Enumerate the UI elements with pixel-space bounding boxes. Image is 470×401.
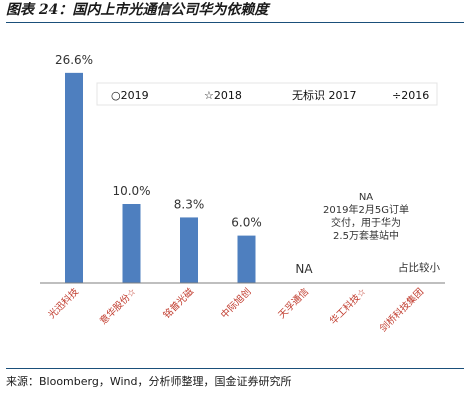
bar-value-label: 占比较小 — [398, 261, 440, 274]
bars-layer — [65, 72, 256, 283]
legend-entry: ☆2018 — [204, 89, 242, 102]
bar — [180, 217, 198, 283]
legend-entry: 无标识 2017 — [292, 88, 357, 102]
category-tick-label: 意华股份☆ — [97, 286, 138, 327]
value-labels: 26.6% 10.0% 8.3% 6.0% NA 占比较小 — [55, 53, 441, 276]
figure-title: 图表 24：国内上市光通信公司华为依赖度 — [6, 2, 269, 18]
category-tick-label: 光迅科技 — [46, 285, 82, 321]
bar-value-label: 8.3% — [174, 197, 205, 211]
category-tick-label: 铭普光磁 — [161, 285, 197, 321]
annotation-line: NA — [359, 192, 373, 203]
legend-entry: ○2019 — [111, 89, 149, 102]
bar-value-label: 6.0% — [231, 216, 262, 230]
category-tick-label: 剑桥科技集团 — [377, 286, 426, 335]
legend-box — [96, 82, 438, 106]
category-tick-label: 华工科技☆ — [327, 286, 368, 327]
bar — [122, 204, 141, 283]
source-rule — [6, 368, 464, 369]
bar — [237, 235, 256, 283]
annotation-line: 2.5万套基站中 — [333, 229, 399, 242]
bar-value-label: 26.6% — [55, 53, 93, 67]
bar-value-label: NA — [295, 262, 313, 276]
bar-value-label: 10.0% — [112, 184, 150, 198]
category-tick-label: 中际旭创 — [218, 286, 253, 321]
legend: ○2019 ☆2018 无标识 2017 ÷2016 — [96, 82, 438, 106]
figure-source: 来源：Bloomberg，Wind，分析师整理，国金证券研究所 — [6, 375, 292, 388]
annotation-line: 2019年2月5G订单 — [323, 203, 409, 216]
bar — [65, 72, 83, 283]
title-rule — [6, 22, 464, 23]
category-tick-label: 天孚通信 — [276, 286, 311, 321]
category-labels: 光迅科技 意华股份☆ 铭普光磁 中际旭创 天孚通信 华工科技☆ 剑桥科技集团 — [46, 285, 426, 334]
legend-entry: ÷2016 — [392, 89, 429, 102]
annotation-line: 交付，用于华为 — [331, 216, 401, 229]
